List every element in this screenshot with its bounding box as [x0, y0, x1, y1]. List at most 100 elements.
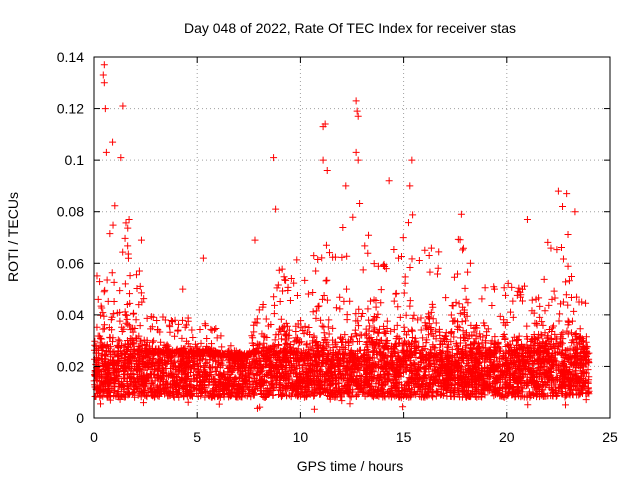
data-point	[462, 391, 470, 399]
data-point	[471, 324, 479, 332]
data-point	[450, 273, 458, 281]
data-point	[203, 358, 211, 366]
data-point	[327, 363, 335, 371]
data-point	[406, 302, 414, 310]
data-point	[504, 390, 512, 398]
data-point	[470, 362, 478, 370]
data-point	[218, 343, 226, 351]
data-point	[547, 244, 555, 252]
data-point	[459, 353, 467, 361]
data-point	[160, 369, 168, 377]
data-point	[330, 348, 338, 356]
data-point	[582, 299, 590, 307]
data-point	[123, 388, 131, 396]
data-point	[456, 309, 464, 317]
data-point	[565, 390, 573, 398]
data-point	[346, 400, 354, 408]
data-point	[357, 360, 365, 368]
data-point	[97, 343, 105, 351]
data-point	[239, 378, 247, 386]
data-point	[500, 371, 508, 379]
data-point	[256, 387, 264, 395]
data-point	[536, 313, 544, 321]
data-point	[106, 230, 114, 238]
data-point	[289, 344, 297, 352]
data-point	[517, 374, 525, 382]
data-point	[124, 254, 132, 262]
data-point	[107, 392, 115, 400]
data-point	[132, 316, 140, 324]
data-point	[571, 367, 579, 375]
data-point	[551, 330, 559, 338]
data-point	[538, 332, 546, 340]
data-point	[98, 350, 106, 358]
data-point	[387, 385, 395, 393]
data-point	[214, 360, 222, 368]
data-point	[576, 334, 584, 342]
data-point	[355, 338, 363, 346]
data-point	[526, 349, 534, 357]
data-point	[583, 343, 591, 351]
data-point	[555, 317, 563, 325]
data-point	[549, 375, 557, 383]
data-point	[202, 322, 210, 330]
data-point	[536, 363, 544, 371]
data-point	[105, 348, 113, 356]
data-point	[539, 392, 547, 400]
data-point	[361, 375, 369, 383]
data-point	[100, 321, 108, 329]
data-point	[332, 389, 340, 397]
data-point	[162, 378, 170, 386]
data-point	[331, 253, 339, 261]
data-point	[248, 339, 256, 347]
data-point	[541, 382, 549, 390]
data-point	[99, 325, 107, 333]
data-point	[394, 387, 402, 395]
data-point	[340, 382, 348, 390]
data-point	[352, 310, 360, 318]
data-point	[561, 401, 569, 409]
data-point	[123, 311, 131, 319]
data-point	[561, 382, 569, 390]
data-point	[292, 369, 300, 377]
data-point	[508, 360, 516, 368]
data-point	[374, 310, 382, 318]
data-point	[537, 381, 545, 389]
data-point	[129, 310, 137, 318]
data-point	[572, 374, 580, 382]
data-point	[510, 369, 518, 377]
data-point	[288, 389, 296, 397]
data-point	[143, 338, 151, 346]
data-point	[96, 393, 104, 401]
data-point	[271, 301, 279, 309]
data-point	[285, 326, 293, 334]
data-point	[370, 260, 378, 268]
data-point	[157, 338, 165, 346]
data-point	[374, 391, 382, 399]
data-point	[409, 314, 417, 322]
data-point	[480, 375, 488, 383]
data-point	[203, 388, 211, 396]
data-point	[194, 366, 202, 374]
data-point	[454, 363, 462, 371]
data-point	[154, 371, 161, 379]
data-point	[401, 273, 409, 281]
data-point	[538, 386, 546, 394]
data-point	[304, 290, 312, 298]
data-point	[366, 297, 374, 305]
data-point	[122, 364, 130, 372]
data-point	[459, 244, 467, 252]
data-point	[318, 380, 326, 388]
data-point	[313, 347, 321, 355]
data-point	[274, 341, 282, 349]
data-point	[317, 316, 325, 324]
data-point	[310, 333, 318, 341]
data-point	[260, 339, 268, 347]
data-point	[247, 364, 255, 372]
data-point	[356, 372, 364, 380]
data-point	[445, 362, 453, 370]
data-point	[318, 322, 326, 330]
data-point	[418, 347, 426, 355]
data-point	[564, 346, 572, 354]
data-point	[217, 371, 225, 379]
